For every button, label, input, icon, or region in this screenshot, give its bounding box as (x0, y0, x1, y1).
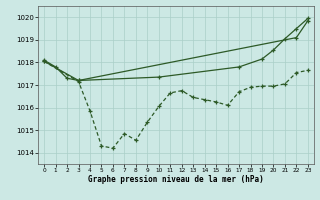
X-axis label: Graphe pression niveau de la mer (hPa): Graphe pression niveau de la mer (hPa) (88, 175, 264, 184)
